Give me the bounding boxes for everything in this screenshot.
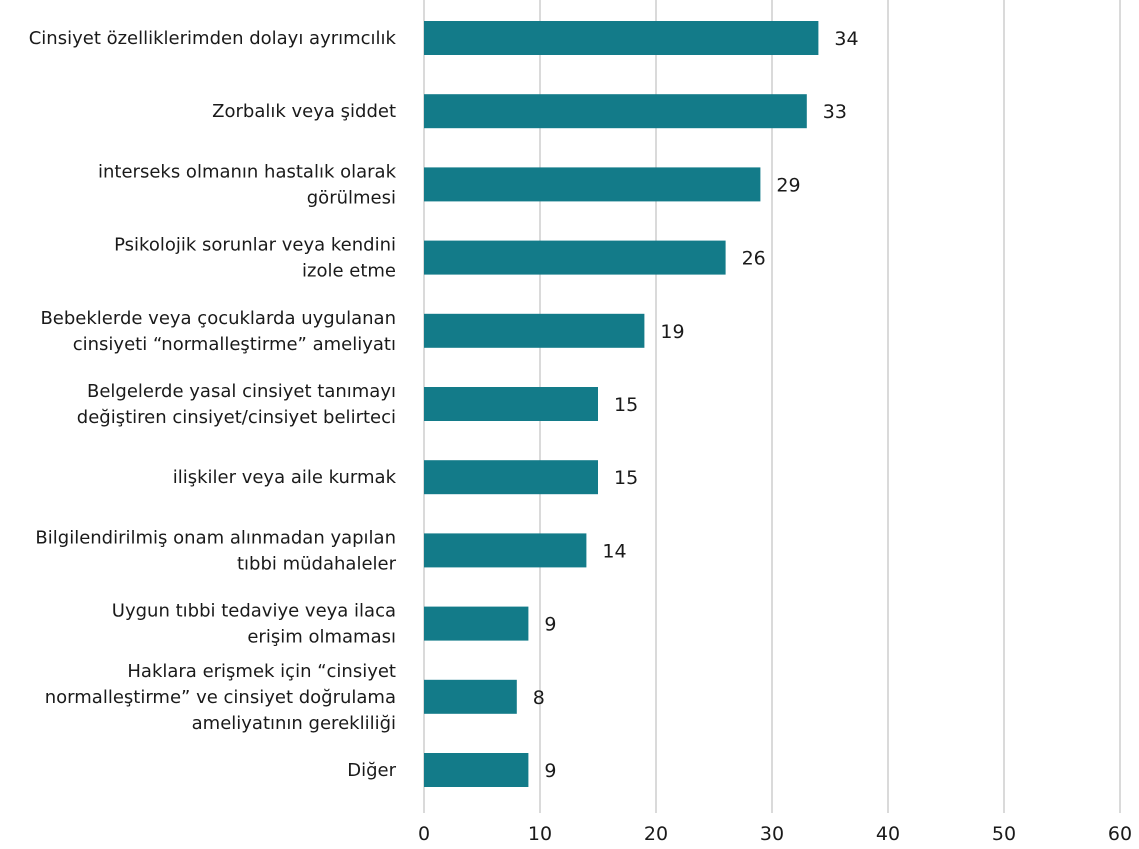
value-label: 8 xyxy=(533,687,545,709)
bar xyxy=(424,460,598,495)
bar xyxy=(424,240,726,275)
x-tick-label: 60 xyxy=(1108,823,1132,845)
value-labels: 34 33 29 26 19 15 15 14 9 8 9 xyxy=(533,28,859,782)
x-tick-label: 0 xyxy=(418,823,430,845)
category-label: normalleştirme” ve cinsiyet doğrulama xyxy=(45,687,396,708)
bar xyxy=(424,313,645,348)
category-label: Bebeklerde veya çocuklarda uygulanan xyxy=(40,308,396,329)
value-label: 9 xyxy=(544,760,556,782)
bar xyxy=(424,679,517,714)
category-label: Diğer xyxy=(347,760,396,781)
bar xyxy=(424,387,598,421)
value-label: 26 xyxy=(742,248,766,270)
bar xyxy=(424,21,819,55)
category-label: cinsiyeti “normalleştirme” ameliyatı xyxy=(73,334,396,355)
value-label: 14 xyxy=(602,540,626,562)
value-label: 15 xyxy=(614,467,638,489)
gridlines xyxy=(423,0,1121,813)
category-label: izole etme xyxy=(302,261,396,282)
category-label: erişim olmaması xyxy=(247,627,396,648)
category-label: ilişkiler veya aile kurmak xyxy=(173,467,397,488)
x-axis-ticks: 0 10 20 30 40 50 60 xyxy=(418,823,1132,845)
bar xyxy=(424,94,807,129)
category-label: Haklara erişmek için “cinsiyet xyxy=(127,661,396,682)
x-tick-label: 20 xyxy=(644,823,668,845)
category-label: Psikolojik sorunlar veya kendini xyxy=(114,235,396,256)
x-tick-label: 30 xyxy=(760,823,784,845)
bar xyxy=(424,167,761,202)
value-label: 19 xyxy=(660,321,684,343)
x-tick-label: 50 xyxy=(992,823,1016,845)
category-label: tıbbi müdahaleler xyxy=(237,553,397,574)
bar xyxy=(424,753,529,787)
category-label: değiştiren cinsiyet/cinsiyet belirteci xyxy=(77,407,396,428)
value-label: 15 xyxy=(614,394,638,416)
bar xyxy=(424,533,587,568)
category-label: Belgelerde yasal cinsiyet tanımayı xyxy=(87,381,396,402)
x-tick-label: 40 xyxy=(876,823,900,845)
bar xyxy=(424,606,529,641)
category-label: Uygun tıbbi tedaviye veya ilaca xyxy=(112,601,396,622)
value-label: 33 xyxy=(823,101,847,123)
x-tick-label: 10 xyxy=(528,823,552,845)
value-label: 9 xyxy=(544,614,556,636)
category-label: Bilgilendirilmiş onam alınmadan yapılan xyxy=(35,527,396,548)
value-label: 34 xyxy=(834,28,858,50)
bars xyxy=(424,21,819,787)
category-label: interseks olmanın hastalık olarak xyxy=(98,161,397,182)
category-labels: Cinsiyet özelliklerimden dolayı ayrımcıl… xyxy=(29,28,397,781)
category-label: ameliyatının gerekliliği xyxy=(192,713,396,734)
category-label: Zorbalık veya şiddet xyxy=(212,101,396,122)
category-label: Cinsiyet özelliklerimden dolayı ayrımcıl… xyxy=(29,28,397,49)
category-label: görülmesi xyxy=(307,187,396,208)
value-label: 29 xyxy=(776,174,800,196)
